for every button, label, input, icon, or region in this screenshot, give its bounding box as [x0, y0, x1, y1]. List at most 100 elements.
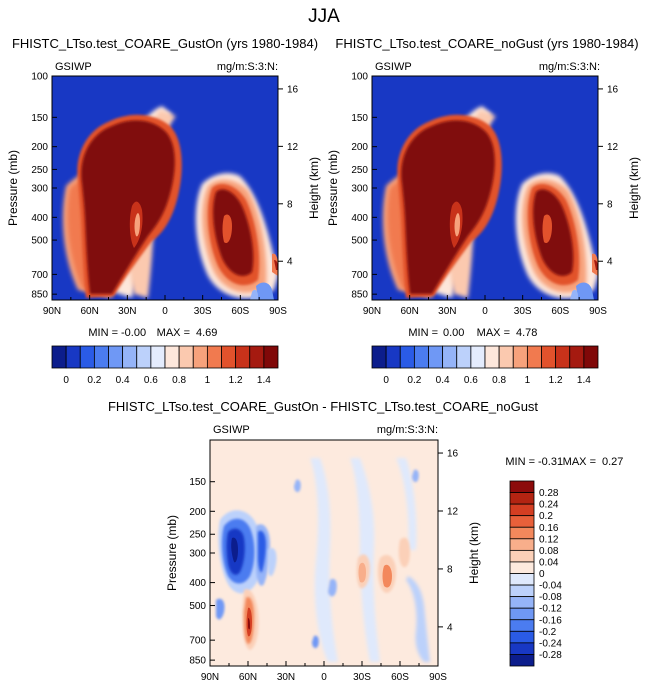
- figure-title: JJA: [308, 6, 340, 27]
- colorbar-label: 1.4: [257, 375, 271, 386]
- colorbar-box: [249, 345, 265, 369]
- height-tick-label: 4: [447, 622, 453, 633]
- pressure-tick-label: 100: [31, 72, 48, 83]
- colorbar-box: [509, 526, 535, 540]
- pressure-tick-label: 150: [351, 113, 368, 124]
- colorbar-label: 0.4: [116, 375, 130, 386]
- panel-gust-on-max-label: MAX =: [157, 327, 190, 339]
- pressure-tick-label: 250: [189, 530, 206, 541]
- colorbar-box: [206, 345, 222, 369]
- colorbar-label: -0.04: [539, 581, 562, 592]
- panel-gust-on-field: [52, 76, 278, 300]
- colorbar-label: 0.4: [436, 375, 450, 386]
- panel-difference-var: GSIWP: [213, 424, 250, 436]
- colorbar-box: [221, 345, 237, 369]
- colorbar-box: [470, 345, 486, 369]
- panel-no-gust-min: 0.00: [443, 327, 464, 339]
- colorbar-label: 0.16: [539, 523, 559, 534]
- panel-no-gust-title: FHISTC_LTso.test_COARE_noGust (yrs 1980-…: [335, 36, 638, 51]
- colorbar-box: [509, 584, 535, 598]
- colorbar-box: [456, 345, 472, 369]
- pressure-tick-label: 150: [189, 477, 206, 488]
- pressure-tick-label: 200: [31, 142, 48, 153]
- colorbar-box: [428, 345, 444, 369]
- colorbar-label: 0: [383, 375, 389, 386]
- height-tick-label: 12: [607, 142, 619, 153]
- latitude-tick-label: 60S: [551, 306, 569, 317]
- colorbar-box: [512, 345, 528, 369]
- height-tick-label: 16: [447, 449, 459, 460]
- panel-gust-on-ylabel: Pressure (mb): [6, 150, 20, 226]
- colorbar-box: [498, 345, 514, 369]
- colorbar-box: [555, 345, 571, 369]
- height-tick-label: 4: [607, 257, 613, 268]
- latitude-tick-label: 90N: [363, 306, 381, 317]
- colorbar-label: 0.04: [539, 557, 559, 568]
- colorbar-box: [263, 345, 279, 369]
- colorbar-no-gust: 0 0.2 0.4 0.6 0.8 1 1.2 1.4: [371, 345, 599, 386]
- height-tick-label: 8: [447, 564, 453, 575]
- colorbar-label: 0: [63, 375, 69, 386]
- colorbar-box: [509, 573, 535, 586]
- colorbar-box: [583, 345, 599, 369]
- colorbar-box: [509, 654, 535, 667]
- colorbar-label: -0.24: [539, 638, 562, 649]
- panel-difference-max: 0.27: [602, 456, 623, 468]
- colorbar-box: [235, 345, 251, 369]
- latitude-tick-label: 90S: [589, 306, 607, 317]
- panel-difference-max-label: MAX =: [563, 456, 596, 468]
- colorbar-box: [509, 538, 535, 551]
- height-tick-label: 12: [287, 142, 299, 153]
- panel-gust-on-ylabel-right: Height (km): [307, 157, 321, 219]
- panel-difference-min-label: MIN =: [505, 456, 535, 468]
- pressure-tick-label: 500: [351, 236, 368, 247]
- pressure-tick-label: 850: [189, 656, 206, 667]
- latitude-tick-label: 30N: [438, 306, 456, 317]
- colorbar-label: -0.28: [539, 650, 562, 661]
- panel-no-gust-min-label: MIN =: [408, 327, 438, 339]
- colorbar-gust-on: 0 0.2 0.4 0.6 0.8 1 1.2 1.4: [51, 345, 279, 386]
- latitude-tick-label: 30S: [353, 672, 371, 683]
- colorbar-label: 0.6: [464, 375, 478, 386]
- colorbar-label: 0: [539, 569, 545, 580]
- colorbar-box: [51, 345, 67, 369]
- colorbar-box: [164, 345, 180, 369]
- colorbar-box: [178, 345, 194, 369]
- colorbar-label: 0.8: [172, 375, 186, 386]
- colorbar-label: 1: [205, 375, 211, 386]
- latitude-tick-label: 90S: [269, 306, 287, 317]
- colorbar-box: [136, 345, 152, 369]
- panel-no-gust-units: mg/m:S:3:N:: [539, 61, 600, 73]
- pressure-tick-label: 250: [31, 165, 48, 176]
- colorbar-box: [65, 345, 81, 369]
- colorbar-box: [442, 345, 458, 369]
- colorbar-label: 0.28: [539, 488, 559, 499]
- colorbar-box: [509, 515, 535, 528]
- colorbar-label: -0.12: [539, 604, 562, 615]
- colorbar-box: [371, 345, 387, 369]
- latitude-tick-label: 60S: [391, 672, 409, 683]
- panel-difference-ylabel-right: Height (km): [467, 522, 481, 584]
- pressure-tick-label: 250: [351, 165, 368, 176]
- pressure-tick-label: 300: [189, 549, 206, 560]
- panel-no-gust-ylabel-right: Height (km): [627, 157, 641, 219]
- panel-no-gust-max-label: MAX =: [477, 327, 510, 339]
- pressure-tick-label: 200: [351, 142, 368, 153]
- panel-gust-on-max: 4.69: [196, 327, 217, 339]
- colorbar-box: [79, 345, 95, 369]
- panel-gust-on-min-label: MIN =: [88, 327, 118, 339]
- latitude-tick-label: 30N: [118, 306, 136, 317]
- pressure-tick-label: 850: [31, 290, 48, 301]
- latitude-tick-label: 60N: [400, 306, 418, 317]
- pressure-tick-label: 200: [189, 507, 206, 518]
- colorbar-box: [509, 549, 535, 563]
- colorbar-box: [122, 345, 138, 369]
- latitude-tick-label: 0: [482, 306, 488, 317]
- pressure-tick-label: 850: [351, 290, 368, 301]
- colorbar-box: [509, 607, 535, 621]
- colorbar-box: [509, 492, 535, 505]
- colorbar-label: 0.12: [539, 534, 559, 545]
- panel-difference-field: [210, 440, 438, 666]
- colorbar-box: [509, 596, 535, 609]
